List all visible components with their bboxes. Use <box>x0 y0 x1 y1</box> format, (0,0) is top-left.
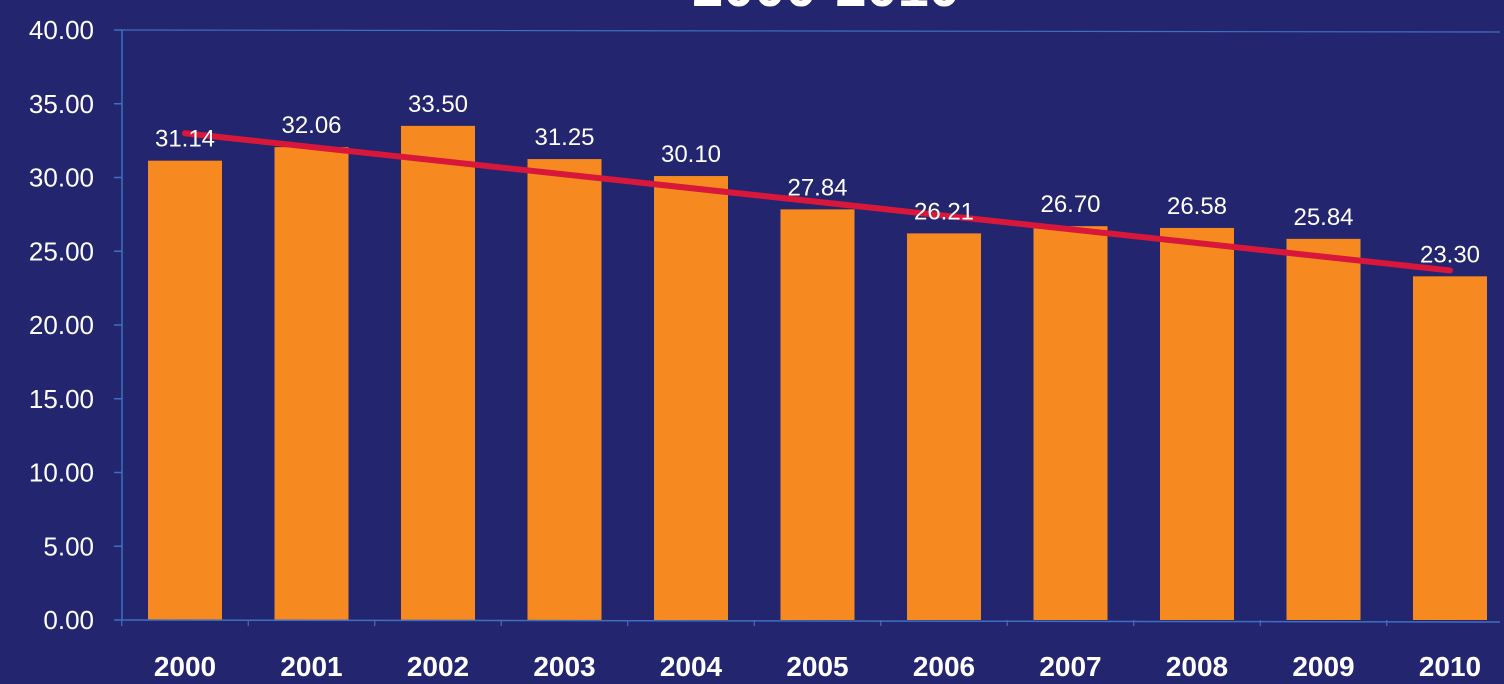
x-tick-label: 2006 <box>913 651 975 682</box>
x-axis-line <box>121 619 1501 623</box>
x-tick-label: 2003 <box>533 651 595 682</box>
bar <box>654 176 728 620</box>
data-label: 33.50 <box>408 91 468 118</box>
x-tick-label: 2002 <box>407 651 469 682</box>
bar <box>780 209 855 621</box>
y-tick-label: 15.00 <box>29 384 94 414</box>
data-label: 31.14 <box>155 126 215 153</box>
x-tick-label: 2010 <box>1419 651 1481 682</box>
bar <box>1413 276 1487 620</box>
bar <box>907 233 981 620</box>
x-tick-label: 2000 <box>154 651 216 682</box>
x-tick-label: 2009 <box>1292 651 1354 682</box>
x-axis: 2000 2001 2002 2003 2004 2005 2006 2007 2008 2009… <box>121 619 1501 682</box>
y-tick-label: 0.00 <box>43 605 94 635</box>
data-labels: 31.14 32.06 33.50 31.25 30.10 27.84 26.21 26.70… <box>155 91 1480 268</box>
data-label: 26.21 <box>914 198 974 225</box>
bar <box>274 147 349 621</box>
data-label: 26.58 <box>1167 193 1227 220</box>
x-tick-label: 2005 <box>786 651 848 682</box>
y-tick-label: 25.00 <box>29 236 94 266</box>
y-tick-label: 10.00 <box>29 458 94 488</box>
y-tick-label: 5.00 <box>43 531 94 561</box>
y-tick-label: 35.00 <box>29 89 94 119</box>
x-tick-label: 2007 <box>1039 651 1101 682</box>
x-tick-label: 2001 <box>280 651 342 682</box>
data-label: 23.30 <box>1420 241 1480 268</box>
bar <box>401 125 475 620</box>
trendline <box>182 130 1453 274</box>
bar <box>1033 226 1108 621</box>
bar <box>148 160 222 620</box>
y-tick-label: 20.00 <box>29 310 94 340</box>
data-label: 32.06 <box>281 112 341 139</box>
data-label: 27.84 <box>787 174 847 201</box>
y-tick-label: 40.00 <box>29 15 94 45</box>
bar <box>1160 227 1234 620</box>
bars <box>148 125 1487 621</box>
y-axis: 0.00 5.00 10.00 15.00 20.00 25.00 30.00 35.00 40… <box>29 15 1501 635</box>
data-label: 26.70 <box>1040 191 1100 218</box>
plot-top-border <box>121 29 1501 33</box>
data-label: 30.10 <box>661 141 721 168</box>
trendline-group <box>182 130 1453 274</box>
x-tick-label: 2008 <box>1166 651 1228 682</box>
chart-title: 2000-2010 <box>692 0 960 18</box>
bar <box>1286 238 1361 621</box>
bar <box>527 159 602 620</box>
x-tick-label: 2004 <box>660 651 723 682</box>
data-label: 25.84 <box>1293 204 1353 231</box>
y-tick-label: 30.00 <box>29 163 94 193</box>
data-label: 31.25 <box>534 124 594 151</box>
